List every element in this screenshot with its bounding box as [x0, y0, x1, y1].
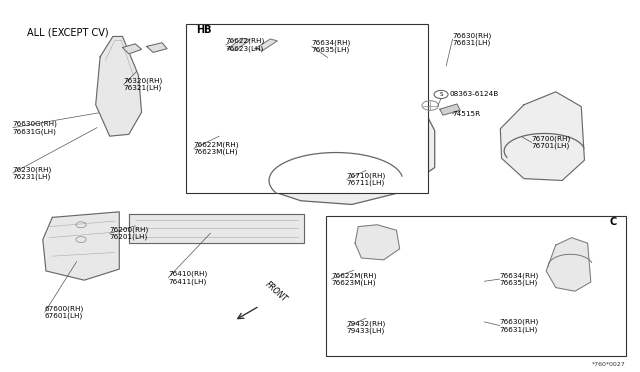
Polygon shape	[546, 238, 591, 291]
Text: 74515R: 74515R	[452, 111, 481, 117]
Polygon shape	[43, 212, 119, 280]
Polygon shape	[147, 43, 167, 52]
Text: 76622(RH)
76623(LH): 76622(RH) 76623(LH)	[226, 38, 265, 52]
Text: *760*0027: *760*0027	[592, 362, 626, 367]
Bar	[186, 23, 428, 193]
Bar	[326, 215, 626, 356]
Text: HB: HB	[196, 25, 211, 35]
Text: 76634(RH)
76635(LH): 76634(RH) 76635(LH)	[312, 39, 351, 54]
Text: 76710(RH)
76711(LH): 76710(RH) 76711(LH)	[347, 172, 386, 186]
Polygon shape	[96, 36, 141, 136]
Text: 76634(RH)
76635(LH): 76634(RH) 76635(LH)	[500, 272, 539, 286]
Text: 67600(RH)
67601(LH): 67600(RH) 67601(LH)	[45, 305, 84, 319]
Text: 76230(RH)
76231(LH): 76230(RH) 76231(LH)	[13, 166, 52, 180]
Polygon shape	[500, 92, 584, 180]
Polygon shape	[129, 214, 304, 243]
Text: 76622M(RH)
76623M(LH): 76622M(RH) 76623M(LH)	[332, 272, 377, 286]
Polygon shape	[228, 38, 250, 51]
Text: 76320(RH)
76321(LH): 76320(RH) 76321(LH)	[124, 77, 163, 92]
Polygon shape	[193, 61, 435, 205]
Text: 79432(RH)
79433(LH): 79432(RH) 79433(LH)	[347, 320, 386, 334]
Text: 76622M(RH)
76623M(LH): 76622M(RH) 76623M(LH)	[194, 141, 239, 155]
Text: FRONT: FRONT	[264, 279, 289, 304]
Text: ALL (EXCEPT CV): ALL (EXCEPT CV)	[27, 27, 109, 37]
Polygon shape	[122, 44, 141, 54]
Text: 76700(RH)
76701(LH): 76700(RH) 76701(LH)	[532, 135, 571, 150]
Text: 08363-6124B: 08363-6124B	[449, 92, 499, 97]
Polygon shape	[255, 39, 277, 51]
Polygon shape	[355, 225, 399, 260]
Text: 76630(RH)
76631(LH): 76630(RH) 76631(LH)	[500, 318, 539, 333]
Text: 76630(RH)
76631(LH): 76630(RH) 76631(LH)	[452, 32, 492, 46]
Text: 76630G(RH)
76631G(LH): 76630G(RH) 76631G(LH)	[13, 121, 58, 135]
Text: C: C	[610, 217, 617, 227]
Text: 76410(RH)
76411(LH): 76410(RH) 76411(LH)	[168, 270, 207, 285]
Text: 76200(RH)
76201(LH): 76200(RH) 76201(LH)	[109, 226, 149, 240]
Text: S: S	[439, 92, 443, 97]
Polygon shape	[440, 104, 460, 115]
